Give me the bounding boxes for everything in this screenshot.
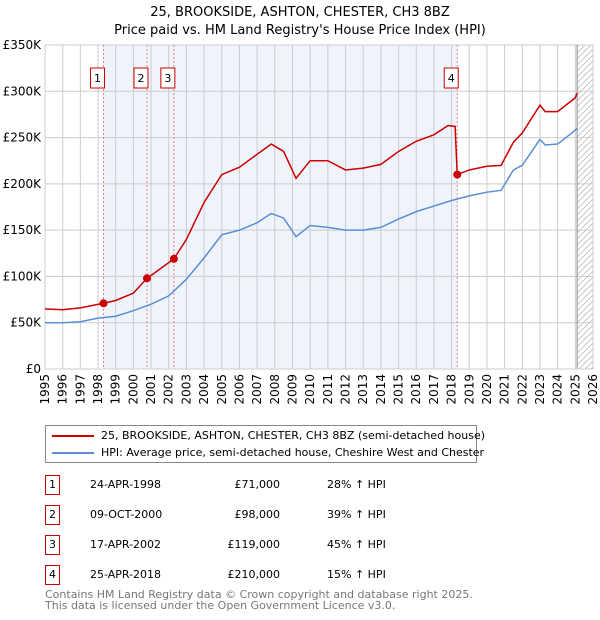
series-line	[45, 127, 578, 324]
x-tick-label: 2020	[480, 374, 494, 405]
x-tick-label: 2011	[321, 374, 335, 405]
sale-point	[169, 254, 178, 263]
y-tick-label: £150K	[3, 223, 43, 237]
sale-marker-box	[443, 67, 459, 89]
sale-price: £210,000	[227, 568, 281, 581]
x-tick-label: 2021	[498, 374, 512, 405]
table-row: 1 24-APR-1998 £71,000 28% ↑ HPI	[45, 475, 445, 495]
sale-marker-badge: 2	[45, 505, 60, 525]
hpi-change: 39% ↑ HPI	[327, 508, 386, 521]
plot-frame	[44, 44, 594, 370]
sale-marker-label: 3	[164, 72, 171, 85]
x-tick-label: 2010	[303, 374, 317, 405]
hpi-change: 28% ↑ HPI	[327, 478, 386, 491]
chart: 1995 1996 1997 1998 1999 2000 2001 2002 2003 2004…	[3, 38, 600, 405]
legend-label: 25, BROOKSIDE, ASHTON, CHESTER, CH3 8BZ …	[101, 429, 486, 442]
y-tick-label: £100K	[3, 269, 43, 283]
legend-label: HPI: Average price, semi-detached house,…	[101, 446, 485, 459]
hpi-change: 45% ↑ HPI	[327, 538, 386, 551]
sale-price: £98,000	[234, 508, 281, 521]
sale-date: 09-OCT-2000	[90, 508, 163, 521]
x-tick-label: 1999	[109, 374, 123, 405]
title-line: 25, BROOKSIDE, ASHTON, CHESTER, CH3 8BZ	[150, 5, 450, 20]
x-tick-label: 2002	[162, 374, 176, 405]
sale-point	[453, 170, 462, 179]
x-tick-label: 1997	[73, 374, 87, 405]
y-tick-label: £300K	[3, 84, 43, 98]
y-tick-label: £350K	[3, 38, 43, 52]
sale-price: £71,000	[234, 478, 281, 491]
sale-date: 17-APR-2002	[90, 538, 162, 551]
sale-marker-box	[133, 67, 149, 89]
table-row: 2 09-OCT-2000 £98,000 39% ↑ HPI	[45, 505, 445, 525]
sale-marker-label: 4	[448, 72, 455, 85]
footer: Contains HM Land Registry data © Crown c…	[45, 589, 473, 611]
footer-line: Contains HM Land Registry data © Crown c…	[45, 588, 473, 601]
sale-date: 24-APR-1998	[90, 478, 162, 491]
x-tick-label: 2004	[197, 374, 211, 405]
table-row: 4 25-APR-2018 £210,000 15% ↑ HPI	[45, 565, 445, 585]
subtitle-line: Price paid vs. HM Land Registry's House …	[114, 23, 486, 38]
x-tick-label: 2019	[462, 374, 476, 405]
x-tick-label: 2016	[409, 374, 423, 405]
y-tick-label: £250K	[3, 131, 43, 145]
y-tick-label: £200K	[3, 177, 43, 191]
x-tick-label: 2017	[427, 374, 441, 405]
sale-marker-badge: 4	[45, 565, 60, 585]
sale-marker-label: 1	[94, 72, 101, 85]
legend-item-price: 25, BROOKSIDE, ASHTON, CHESTER, CH3 8BZ …	[46, 427, 485, 444]
sale-marker-badge: 3	[45, 535, 60, 555]
legend-item-hpi: HPI: Average price, semi-detached house,…	[46, 444, 484, 461]
x-tick-label: 2001	[144, 374, 158, 405]
legend: 25, BROOKSIDE, ASHTON, CHESTER, CH3 8BZ …	[45, 425, 485, 463]
x-tick-label: 2015	[392, 374, 406, 405]
sale-date: 25-APR-2018	[90, 568, 162, 581]
sale-marker-box	[90, 67, 106, 89]
x-tick-label: 2005	[215, 374, 229, 405]
table-row: 3 17-APR-2002 £119,000 45% ↑ HPI	[45, 535, 445, 555]
x-tick-label: 2006	[232, 374, 246, 405]
sale-price: £119,000	[227, 538, 281, 551]
sale-point	[142, 274, 151, 283]
y-tick-label: £50K	[10, 316, 42, 330]
chart-title: 25, BROOKSIDE, ASHTON, CHESTER, CH3 8BZ P…	[0, 4, 600, 40]
sale-marker-box	[160, 67, 176, 89]
ownership-shade	[103, 45, 458, 369]
x-tick-label: 2012	[339, 374, 353, 405]
x-tick-label: 2024	[551, 374, 565, 405]
x-tick-label: 1998	[91, 374, 105, 405]
x-tick-label: 2023	[533, 374, 547, 405]
footer-line: This data is licensed under the Open Gov…	[45, 599, 396, 612]
x-tick-label: 1995	[38, 374, 52, 405]
x-tick-label: 2007	[250, 374, 264, 405]
sale-marker-label: 2	[137, 72, 144, 85]
x-tick-label: 2014	[374, 374, 388, 405]
x-tick-label: 2026	[586, 374, 600, 405]
x-tick-label: 2022	[515, 374, 529, 405]
x-tick-label: 2000	[126, 374, 140, 405]
sale-marker-badge: 1	[45, 475, 60, 495]
x-tick-label: 1996	[56, 374, 70, 405]
x-tick-label: 2013	[356, 374, 370, 405]
x-tick-label: 2008	[268, 374, 282, 405]
x-tick-label: 2018	[445, 374, 459, 405]
x-tick-label: 2003	[179, 374, 193, 405]
hpi-change: 15% ↑ HPI	[327, 568, 386, 581]
x-tick-label: 2025	[568, 374, 582, 405]
y-tick-label: £0	[26, 362, 41, 376]
sale-point	[99, 299, 108, 308]
forecast-hatch	[577, 45, 593, 369]
x-tick-label: 2009	[285, 374, 299, 405]
